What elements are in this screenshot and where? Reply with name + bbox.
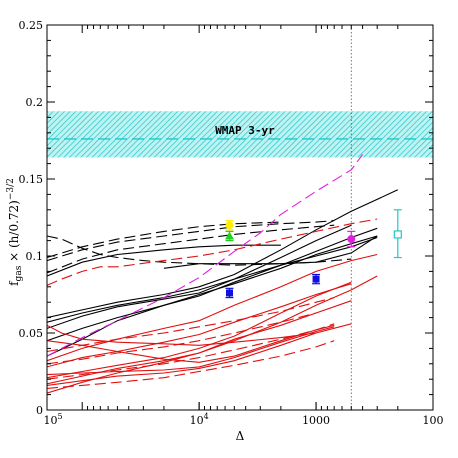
series-line-13	[47, 281, 352, 379]
x-axis-label: Δ	[236, 429, 245, 443]
y-label-f: f	[7, 280, 21, 286]
series-line-12	[47, 275, 378, 394]
x-tick-label: 1000	[302, 414, 330, 427]
y-tick-label: 0.05	[19, 327, 44, 340]
x-tick-label: 104	[190, 412, 209, 427]
x-tick-exponent: 4	[204, 412, 209, 421]
y-tick-label: 0	[36, 404, 43, 417]
series-line-25	[47, 340, 335, 389]
marker-point-4	[312, 275, 320, 283]
series-line-7	[163, 235, 378, 269]
wmap-band-layer	[47, 111, 433, 158]
series-line-14	[47, 300, 352, 385]
series-line-24	[47, 323, 335, 380]
y-tick-label: 0.1	[26, 250, 44, 263]
series-line-1	[47, 236, 378, 323]
y-tick-label: 0.25	[19, 19, 44, 32]
series-line-22	[47, 297, 335, 353]
marker-point-6	[393, 230, 402, 239]
axes	[46, 24, 434, 411]
series-line-15	[47, 283, 352, 368]
series-line-3	[47, 227, 378, 342]
series-line-21	[47, 218, 378, 286]
series-line-6	[47, 244, 281, 277]
y-tick-label: 0.15	[19, 173, 44, 186]
x-tick-exponent: 5	[57, 412, 62, 421]
marker-point-1	[225, 221, 234, 230]
series-line-4	[47, 224, 352, 329]
series-line-26	[47, 154, 364, 357]
series-line-10	[47, 224, 335, 274]
marker-layer	[224, 209, 402, 299]
y-label-sup: −3/2	[6, 178, 16, 200]
y-label-sub: gas	[14, 265, 24, 281]
series-line-20	[47, 253, 378, 362]
y-tick-label: 0.2	[26, 96, 44, 109]
series-line-16	[47, 323, 352, 386]
wmap-band	[47, 111, 433, 158]
marker-point-2	[224, 231, 234, 240]
marker-point-3	[225, 289, 233, 297]
series-layer	[47, 154, 399, 394]
series-line-19	[47, 324, 317, 346]
plot-frame	[46, 24, 434, 411]
y-axis-label: fgas × (h/0.72)−3/2	[6, 178, 24, 286]
ticks: 0 0.05 0.1 0.15 0.2 0.25 105 104 1000 100	[19, 19, 444, 427]
series-line-9	[47, 220, 335, 262]
y-label-mid: × (h/0.72)	[7, 200, 21, 266]
x-tick-label: 105	[43, 412, 62, 427]
series-line-8	[47, 235, 352, 266]
marker-point-5	[347, 235, 356, 244]
series-line-11	[47, 221, 281, 259]
series-line-23	[47, 312, 317, 365]
x-tick-label: 100	[423, 414, 444, 427]
wmap-band-label: WMAP 3-yr	[215, 124, 275, 137]
